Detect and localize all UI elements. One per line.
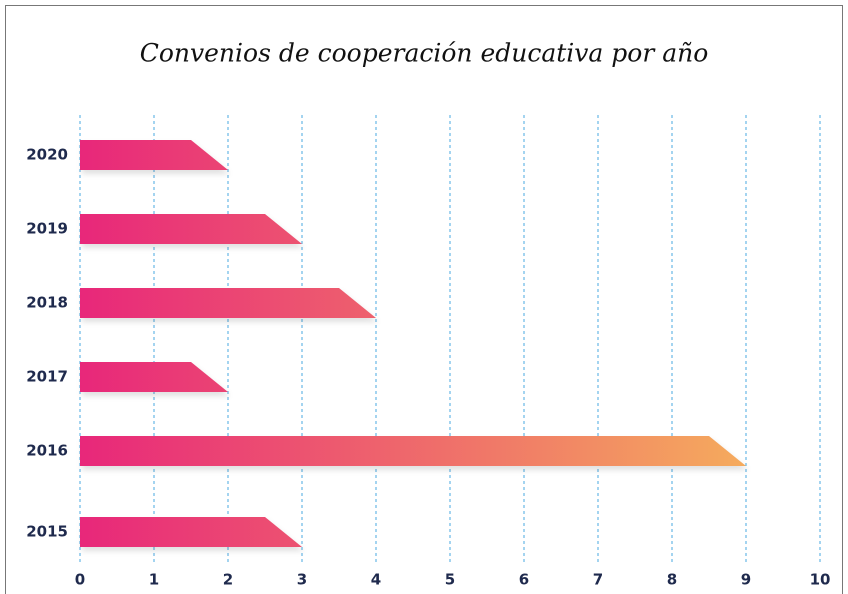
frame xyxy=(5,5,843,594)
bar xyxy=(80,140,228,170)
bar xyxy=(80,362,228,392)
x-tick-label: 0 xyxy=(75,571,85,589)
x-tick-label: 4 xyxy=(371,571,381,589)
x-tick-label: 3 xyxy=(297,571,307,589)
y-tick-label: 2018 xyxy=(26,294,68,312)
chart-title: Convenios de cooperación educativa por a… xyxy=(140,39,709,68)
x-tick-label: 10 xyxy=(810,571,831,589)
x-tick-label: 9 xyxy=(741,571,751,589)
y-tick-label: 2020 xyxy=(26,146,68,164)
x-tick-label: 8 xyxy=(667,571,677,589)
y-tick-label: 2016 xyxy=(26,442,68,460)
bar xyxy=(80,288,376,318)
y-tick-label: 2019 xyxy=(26,220,68,238)
bar xyxy=(80,214,302,244)
x-tick-label: 7 xyxy=(593,571,603,589)
x-tick-label: 6 xyxy=(519,571,529,589)
bar xyxy=(80,517,302,547)
x-tick-label: 5 xyxy=(445,571,455,589)
y-tick-label: 2015 xyxy=(26,523,68,541)
y-tick-label: 2017 xyxy=(26,368,68,386)
x-tick-label: 1 xyxy=(149,571,159,589)
bar xyxy=(80,436,746,466)
x-tick-label: 2 xyxy=(223,571,233,589)
